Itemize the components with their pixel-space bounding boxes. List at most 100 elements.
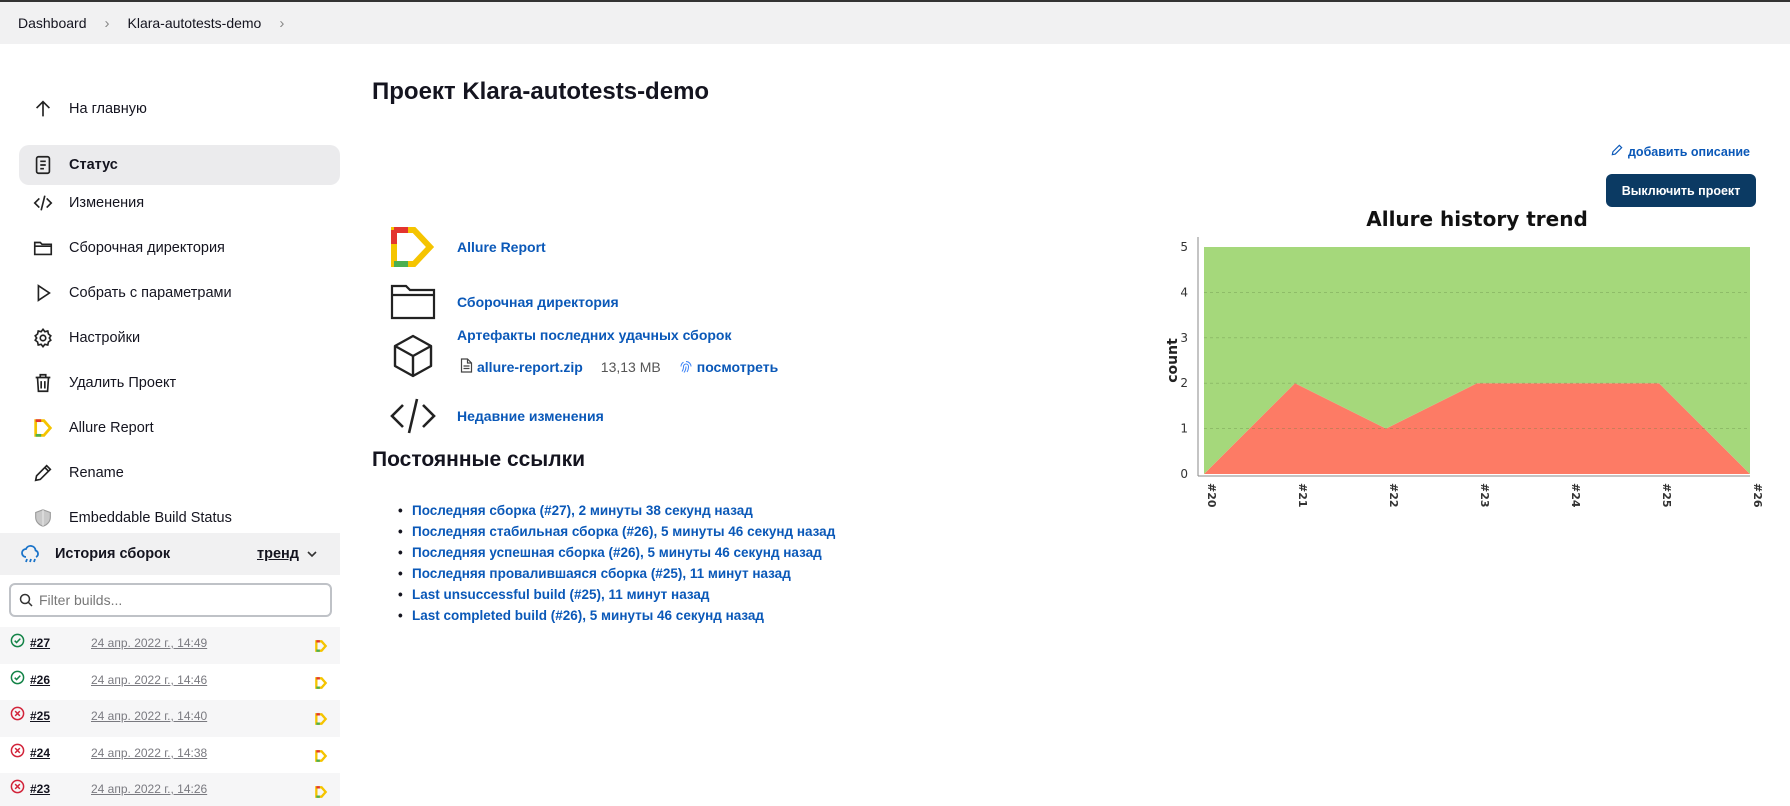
cloud-rain-icon [19,542,43,566]
permalink-item[interactable]: Последняя провалившаяся сборка (#25), 11… [398,566,835,587]
sidebar-item-label: Embeddable Build Status [69,510,232,526]
permalinks-title: Постоянные ссылки [372,448,586,471]
add-description-link[interactable]: добавить описание [1610,143,1750,160]
pencil-icon [31,461,55,485]
play-icon [31,281,55,305]
sidebar-item-home[interactable]: На главную [19,89,340,129]
workspace-link[interactable]: Сборочная директория [457,294,619,310]
filter-builds-input[interactable]: Filter builds... [9,583,332,617]
allure-logo-icon[interactable] [314,676,328,693]
sidebar-item-label: Статус [69,157,118,173]
breadcrumb-dashboard[interactable]: Dashboard [18,15,87,31]
sidebar-item-label: Настройки [69,330,141,346]
x-tick-label: #26 [1751,483,1764,508]
build-row[interactable]: #26 24 апр. 2022 г., 14:46 [0,664,340,701]
y-tick-label: 5 [1180,240,1188,254]
build-history-title: История сборок [55,546,171,562]
artifact-view-link[interactable]: посмотреть [696,359,779,375]
allure-logo-icon[interactable] [314,712,328,729]
recent-changes-link-row[interactable]: Недавние изменения [388,394,604,438]
area-passed [1204,247,1750,474]
sidebar-item-changes[interactable]: Изменения [19,183,340,223]
breadcrumb-project[interactable]: Klara-autotests-demo [127,15,262,31]
allure-report-link-row[interactable]: Allure Report [388,225,546,269]
build-number[interactable]: #26 [30,672,51,687]
allure-logo-icon [388,225,438,269]
sidebar-item-workspace[interactable]: Сборочная директория [19,228,340,268]
allure-report-link[interactable]: Allure Report [457,239,546,255]
build-date[interactable]: 24 апр. 2022 г., 14:26 [91,782,208,796]
build-list: #27 24 апр. 2022 г., 14:49 #26 24 апр. 2… [0,627,340,806]
allure-logo-icon [31,416,55,440]
artifact-file-link[interactable]: allure-report.zip [477,359,583,375]
sidebar-item-embeddable-build-status[interactable]: Embeddable Build Status [19,498,340,538]
permalink-item[interactable]: Последняя стабильная сборка (#26), 5 мин… [398,524,835,545]
x-tick-label: #21 [1296,483,1309,508]
build-row[interactable]: #23 24 апр. 2022 г., 14:26 [0,773,340,806]
breadcrumb-bar: Dashboard › Klara-autotests-demo › [0,0,1790,44]
chevron-right-icon[interactable]: › [279,14,285,32]
allure-logo-icon[interactable] [314,785,328,802]
x-tick-label: #22 [1387,483,1400,508]
build-row[interactable]: #25 24 апр. 2022 г., 14:40 [0,700,340,737]
allure-history-trend-chart[interactable]: Allure history trend 0 1 2 3 4 5 count #20 #21 #22… [1160,200,1770,520]
sidebar-item-allure-report[interactable]: Allure Report [19,408,340,448]
sidebar-item-label: Изменения [69,195,145,211]
sidebar-item-label: На главную [69,101,147,117]
build-number[interactable]: #25 [30,709,51,723]
artifact-size: 13,13 MB [600,359,661,375]
disable-project-button[interactable]: Выключить проект [1606,174,1756,207]
build-row[interactable]: #27 24 апр. 2022 г., 14:49 [0,627,340,664]
y-tick-label: 2 [1180,376,1188,390]
build-date[interactable]: 24 апр. 2022 г., 14:40 [91,709,208,723]
y-axis-label: count [1165,338,1181,383]
x-tick-label: #24 [1569,483,1582,508]
trend-link[interactable]: тренд [257,546,299,562]
permalink-item[interactable]: Last completed build (#26), 5 минуты 46 … [398,608,835,629]
permalink-item[interactable]: Last unsuccessful build (#25), 11 минут … [398,587,835,608]
build-date[interactable]: 24 апр. 2022 г., 14:38 [91,745,208,760]
build-number[interactable]: #27 [30,636,51,650]
sidebar-item-status[interactable]: Статус [19,145,340,185]
trash-icon [31,371,55,395]
permalinks-list: Последняя сборка (#27), 2 минуты 38 секу… [398,503,835,629]
permalink-item[interactable]: Последняя сборка (#27), 2 минуты 38 секу… [398,503,835,524]
chart-title: Allure history trend [1366,207,1588,231]
sidebar-item-label: Allure Report [69,420,154,436]
pencil-icon [1610,143,1624,160]
build-date[interactable]: 24 апр. 2022 г., 14:49 [91,636,208,650]
fingerprint-icon[interactable] [679,360,693,374]
sidebar-item-settings[interactable]: Настройки [19,318,340,358]
y-tick-label: 1 [1180,422,1188,436]
workspace-link-row[interactable]: Сборочная директория [388,280,619,324]
failed-icon [10,743,25,761]
build-number[interactable]: #23 [30,782,51,796]
failed-icon [10,779,25,797]
build-row[interactable]: #24 24 апр. 2022 г., 14:38 [0,737,340,774]
y-tick-label: 3 [1180,331,1188,345]
artifacts-link-row[interactable]: Артефакты последних удачных сборок [388,327,731,378]
add-description-label: добавить описание [1628,144,1751,159]
allure-logo-icon[interactable] [314,749,328,766]
sidebar-item-rename[interactable]: Rename [19,453,340,493]
arrow-up-icon [31,97,55,121]
recent-changes-link[interactable]: Недавние изменения [457,408,604,424]
chevron-down-icon[interactable] [305,547,319,565]
failed-icon [10,706,25,724]
artifacts-link[interactable]: Артефакты последних удачных сборок [457,327,732,343]
shield-icon [31,506,55,530]
x-tick-label: #20 [1205,483,1218,508]
sidebar-item-build-with-params[interactable]: Собрать с параметрами [19,273,340,313]
code-icon [31,191,55,215]
page-title: Проект Klara-autotests-demo [372,78,710,105]
x-tick-label: #25 [1660,483,1673,508]
allure-logo-icon[interactable] [314,639,328,656]
success-icon [10,670,25,688]
document-icon [31,153,55,177]
permalink-item[interactable]: Последняя успешная сборка (#26), 5 минут… [398,545,835,566]
build-date[interactable]: 24 апр. 2022 г., 14:46 [91,672,208,687]
folder-icon [31,236,55,260]
sidebar-item-delete-project[interactable]: Удалить Проект [19,363,340,403]
sidebar-item-label: Удалить Проект [69,375,177,391]
build-number[interactable]: #24 [30,745,51,760]
